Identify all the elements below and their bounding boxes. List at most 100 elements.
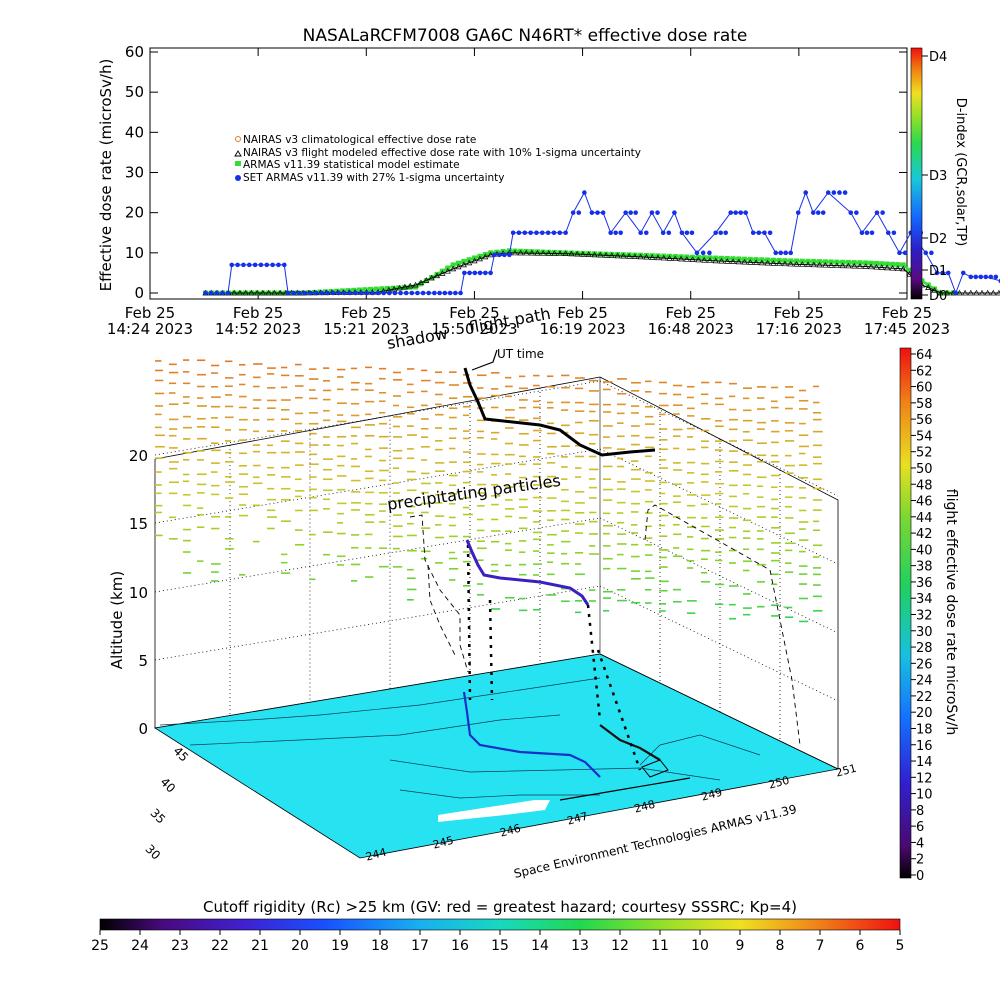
rc-colorbar: [99, 918, 901, 931]
armas-model-point: [626, 252, 632, 258]
set-armas-point: [679, 230, 685, 236]
y-tick-label: 10: [125, 244, 144, 262]
set-armas-point: [684, 230, 690, 236]
nairas-flight-point: [884, 264, 891, 271]
set-armas-point: [522, 230, 528, 236]
armas-model-point: [362, 287, 368, 293]
dose-tick-label: 32: [916, 609, 933, 624]
armas-model-point: [373, 286, 379, 292]
nairas-flight-point: [758, 259, 765, 266]
shadow-projection-left-2: [427, 564, 456, 656]
x-tick-label-date: Feb 25: [449, 304, 499, 322]
nairas-flight-point: [810, 261, 817, 268]
dose-tick-label: 18: [916, 722, 933, 737]
set-armas-point: [458, 290, 463, 296]
dose-tick-label: 6: [916, 820, 924, 835]
set-armas-point: [643, 230, 649, 236]
armas-model-point: [384, 285, 390, 291]
set-armas-point: [276, 262, 281, 268]
nairas-flight-point: [608, 252, 615, 258]
top-series-layer: [202, 190, 1000, 296]
nairas-flight-point: [242, 289, 249, 296]
y-tick-label: 20: [125, 204, 144, 222]
nairas-flight-point: [231, 289, 238, 296]
set-armas-point: [694, 250, 700, 256]
armas-model-point: [540, 249, 546, 255]
armas-model-point: [822, 259, 828, 265]
set-armas-point: [655, 210, 660, 215]
set-armas-point: [467, 270, 472, 276]
set-armas-point: [342, 290, 347, 296]
dose-tick-label: 60: [916, 381, 933, 396]
latitude-tick-label: 35: [147, 806, 168, 827]
set-armas-point: [507, 252, 512, 258]
y-tick-label: 60: [125, 43, 144, 61]
nairas-flight-point: [666, 255, 673, 261]
ground-map-gap: [438, 800, 550, 822]
x-tick-label-time: 17:45 2023: [864, 320, 950, 338]
armas-model-point: [546, 249, 552, 255]
nairas-flight-point: [412, 281, 419, 288]
set-armas-point: [837, 190, 842, 195]
rc-tick-label: 16: [451, 938, 469, 954]
set-armas-point: [308, 290, 313, 296]
set-armas-point: [934, 270, 940, 276]
armas-model-point: [557, 250, 563, 256]
dose-tick-label: 4: [916, 836, 924, 851]
dose-tick-label: 10: [916, 788, 933, 803]
set-armas-point: [336, 290, 341, 296]
nairas-flight-point: [523, 249, 530, 256]
armas-model-point: [351, 287, 357, 293]
nairas-flight-point: [735, 258, 742, 265]
set-armas-point: [403, 290, 409, 296]
armas-model-point: [643, 252, 649, 258]
set-armas-point: [618, 230, 623, 236]
set-armas-point: [497, 252, 502, 258]
flight-3d-view: shadow flight path UT time precipitating…: [108, 304, 959, 884]
set-armas-point: [707, 250, 712, 256]
x-tick-label-time: 16:19 2023: [539, 320, 625, 338]
map-boundary-line: [399, 789, 600, 799]
armas-model-point: [563, 250, 569, 256]
set-armas-point: [672, 210, 677, 215]
armas-model-point: [529, 249, 535, 255]
set-armas-point: [252, 262, 258, 268]
armas-model-point: [840, 259, 846, 265]
set-armas-point: [241, 262, 246, 268]
set-armas-point: [325, 290, 330, 296]
nairas-flight-point: [851, 262, 858, 269]
nairas-flight-point: [729, 258, 737, 264]
dose-tick-label: 38: [916, 560, 933, 575]
dose-tick-label: 22: [916, 690, 933, 705]
rc-tick-label: 12: [611, 938, 629, 954]
d-index-tick-label: D1: [929, 264, 947, 279]
dose-tick-label: 48: [916, 478, 933, 493]
set-armas-point: [859, 230, 865, 236]
legend-marker-triangle: [234, 150, 242, 157]
set-armas-point: [270, 262, 275, 268]
x-tick-label-date: Feb 25: [557, 304, 607, 322]
set-armas-point: [557, 230, 563, 236]
longitude-tick-label: 245: [431, 834, 455, 852]
nairas-flight-point: [540, 250, 547, 256]
shadow-projection-left: [409, 514, 469, 673]
armas-model-point: [890, 261, 896, 267]
nairas-flight-point: [460, 261, 467, 268]
nairas-flight-point: [868, 263, 875, 270]
rc-tick-label: 13: [571, 938, 589, 954]
dose-tick-label: 24: [916, 674, 933, 689]
dose-tick-label: 8: [916, 804, 924, 819]
dotted-grid: [154, 380, 839, 741]
rc-tick-label: 5: [896, 938, 905, 954]
nairas-flight-point: [631, 253, 638, 259]
set-armas-point: [313, 290, 319, 296]
nairas-flight-point: [614, 252, 621, 259]
armas-model-point: [356, 287, 362, 293]
y-tick-label: 30: [125, 164, 144, 182]
set-armas-point: [387, 290, 392, 296]
set-armas-point: [415, 290, 420, 296]
dose-tick-label: 40: [916, 543, 933, 558]
nairas-flight-point: [973, 289, 980, 296]
longitude-tick-label: 251: [834, 762, 858, 780]
